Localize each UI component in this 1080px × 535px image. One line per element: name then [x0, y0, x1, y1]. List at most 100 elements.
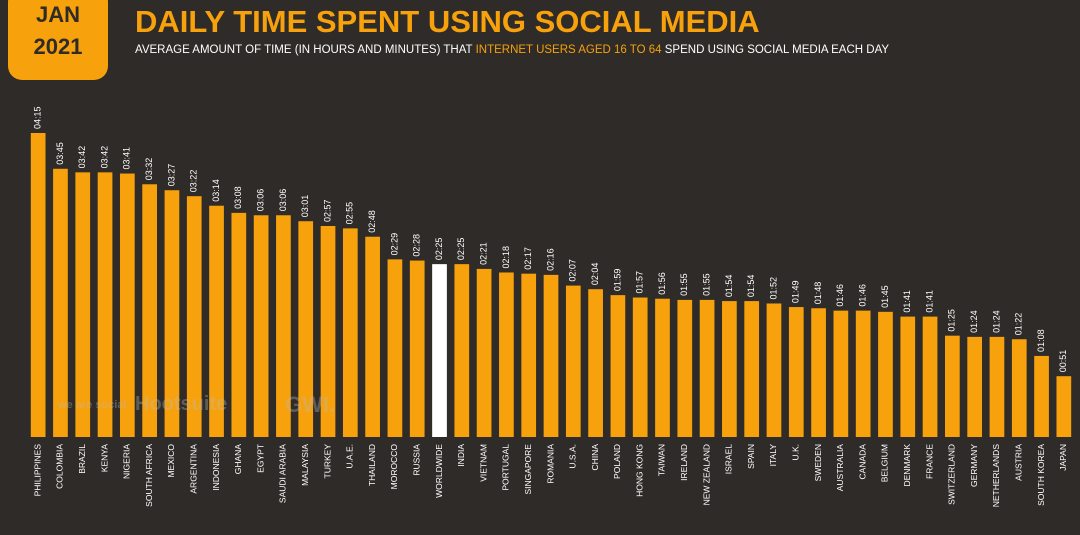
x-tick-label: SWITZERLAND: [947, 444, 957, 505]
x-tick-label: ISRAEL: [724, 444, 734, 475]
bar: [409, 260, 425, 437]
value-label: 01:49: [791, 281, 801, 304]
brand: Hootsuite: [135, 393, 227, 415]
value-label: 02:25: [456, 238, 466, 261]
value-label: 01:54: [724, 275, 734, 298]
value-label: 02:28: [412, 234, 422, 257]
x-tick-label: SAUDI ARABIA: [278, 444, 288, 503]
value-label: 03:32: [144, 158, 154, 181]
value-label: 00:51: [1058, 350, 1068, 373]
x-tick-label: SOUTH KOREA: [1036, 444, 1046, 506]
subtitle-highlight: INTERNET USERS AGED 16 TO 64: [476, 44, 663, 56]
value-label: 01:46: [858, 284, 868, 307]
value-label: 03:06: [256, 189, 266, 212]
value-label: 02:18: [501, 246, 511, 269]
x-tick-label: BRAZIL: [77, 444, 87, 474]
chart-title: DAILY TIME SPENT USING SOCIAL MEDIA: [135, 4, 760, 39]
bar: [320, 225, 336, 437]
bar: [699, 299, 715, 437]
value-label: 04:15: [33, 106, 43, 129]
value-label: 01:25: [947, 309, 957, 332]
x-tick-label: VIETNAM: [478, 444, 488, 482]
value-label: 02:04: [590, 263, 600, 286]
value-label: 01:08: [1036, 329, 1046, 352]
x-tick-label: ITALY: [768, 444, 778, 467]
x-tick-label: CANADA: [857, 444, 867, 480]
bar: [499, 272, 514, 437]
watermarks: we are social Hootsuite GWI.: [57, 392, 335, 417]
subtitle-part: SPEND USING SOCIAL MEDIA EACH DAY: [662, 44, 890, 56]
x-tick-label: THAILAND: [367, 444, 377, 486]
bar: [365, 236, 380, 437]
x-tick-label: KENYA: [99, 444, 109, 473]
x-tick-label: WORLDWIDE: [434, 444, 444, 498]
x-tick-label: SWEDEN: [813, 444, 823, 481]
value-label: 03:14: [211, 179, 221, 202]
value-label: 01:41: [902, 290, 912, 313]
x-tick-label: EGYPT: [255, 444, 265, 473]
x-tick-label: INDONESIA: [211, 444, 221, 491]
bar: [1056, 376, 1072, 437]
value-label: 03:08: [233, 186, 243, 209]
x-tick-label: DENMARK: [902, 444, 912, 487]
bar: [900, 316, 916, 437]
x-tick-label: SPAIN: [746, 444, 756, 469]
x-tick-label: JAPAN: [1058, 444, 1068, 471]
x-tick-label: MEXICO: [166, 444, 176, 478]
subtitle-part: AVERAGE AMOUNT OF TIME (IN HOURS AND MIN…: [135, 44, 476, 56]
value-label: 01:22: [1014, 313, 1024, 336]
badge-month: JAN: [36, 2, 80, 27]
value-label: 03:06: [278, 189, 288, 212]
x-tick-label: NEW ZEALAND: [701, 444, 711, 505]
bar: [722, 301, 737, 437]
bar: [454, 264, 470, 437]
bar: [432, 264, 447, 437]
bar: [231, 212, 247, 437]
bar: [119, 173, 135, 438]
x-tick-label: HONG KONG: [634, 444, 644, 497]
x-tick-label: GERMANY: [969, 444, 979, 487]
bar: [878, 311, 893, 437]
bar: [97, 172, 113, 437]
value-label: 02:25: [434, 238, 444, 261]
value-label: 01:24: [991, 310, 1001, 333]
x-tick-label: SOUTH AFRICA: [144, 444, 154, 507]
value-label: 01:24: [969, 310, 979, 333]
value-label: 02:17: [523, 247, 533, 270]
x-tick-label: INDIA: [456, 444, 466, 467]
bar: [766, 303, 782, 437]
x-tick-label: COLOMBIA: [55, 444, 65, 489]
x-tick-label: TAIWAN: [657, 444, 667, 476]
bar: [632, 297, 648, 437]
bar: [30, 133, 46, 437]
value-label: 03:45: [55, 142, 65, 165]
x-tick-label: CHINA: [590, 444, 600, 471]
bar: [922, 316, 938, 437]
x-tick-label: PORTUGAL: [501, 444, 511, 491]
bar: [253, 215, 269, 437]
x-tick-label: RUSSIA: [411, 444, 421, 476]
value-label: 01:56: [657, 272, 667, 295]
bar: [610, 295, 626, 437]
x-tick-label: U.K.: [791, 444, 801, 461]
bar: [276, 215, 291, 437]
bar: [744, 301, 760, 437]
x-tick-label: SINGAPORE: [523, 444, 533, 495]
value-label: 03:41: [122, 147, 132, 170]
bar: [53, 168, 68, 437]
bar: [967, 336, 983, 437]
value-label: 01:46: [835, 284, 845, 307]
value-label: 01:45: [880, 285, 890, 308]
bar: [811, 308, 826, 437]
bar: [855, 310, 871, 437]
bar: [342, 228, 358, 437]
x-tick-label: ARGENTINA: [188, 444, 198, 494]
value-label: 01:55: [679, 273, 689, 296]
bar: [1034, 355, 1049, 437]
bar: [989, 336, 1005, 437]
x-tick-label: ROMANIA: [545, 444, 555, 484]
x-tick-label: FRANCE: [924, 444, 934, 479]
x-tick-label: NETHERLANDS: [991, 444, 1001, 508]
value-label: 03:42: [99, 146, 109, 169]
